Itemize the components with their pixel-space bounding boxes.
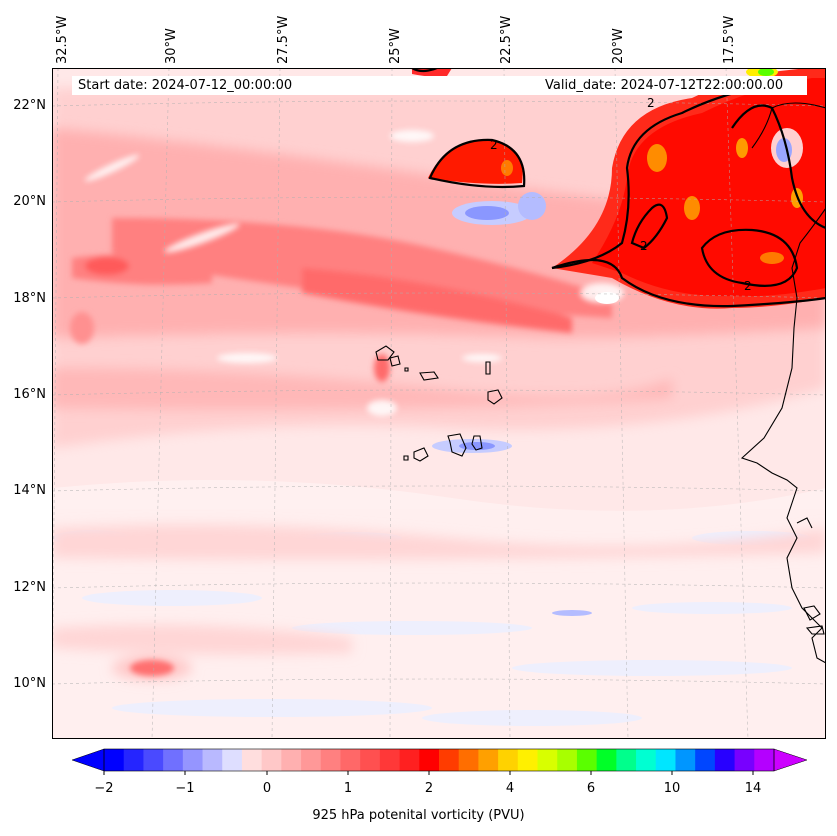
colorbar-cell (261, 749, 282, 771)
lon-label-22-5w: 22.5°W (499, 15, 514, 64)
colorbar-cell (320, 749, 341, 771)
colorbar-cell (123, 749, 144, 771)
cape-verde-islands (375, 345, 503, 462)
lon-label-27-5w: 27.5°W (276, 15, 291, 64)
colorbar-cell (675, 749, 696, 771)
lat-label-18n: 18°N (13, 291, 46, 306)
colorbar-ticks (103, 771, 754, 775)
colorbar-over-arrow (773, 748, 808, 772)
coastline (740, 102, 826, 664)
colorbar-tick-label: 4 (505, 781, 515, 796)
colorbar-cell (458, 749, 479, 771)
start-date-label: Start date: 2024-07-12_00:00:00 (78, 78, 293, 93)
colorbar-cell (104, 749, 125, 771)
colorbar-cell (576, 749, 598, 771)
lon-label-20w: 20°W (611, 28, 626, 64)
colorbar-cell (340, 749, 361, 771)
colorbar-tick-label: 0 (262, 781, 272, 796)
colorbar-cell (517, 749, 539, 771)
colorbar-cell (143, 749, 164, 771)
lon-label-32-5w: 32.5°W (55, 15, 70, 64)
lat-label-16n: 16°N (13, 387, 46, 402)
colorbar-tick-label: −2 (94, 781, 114, 796)
colorbar-tick-label: 2 (424, 781, 434, 796)
contour-label: 2 (490, 138, 498, 152)
lon-label-25w: 25°W (388, 28, 403, 64)
contour-label: 2 (647, 96, 655, 110)
colorbar-under-arrow (71, 748, 105, 772)
colorbar-cell (537, 749, 558, 771)
map-frame (52, 68, 826, 739)
contour-label: 2 (744, 279, 752, 293)
colorbar-cell (557, 749, 578, 771)
colorbar-cell (222, 749, 243, 771)
colorbar-tick-label: 6 (586, 781, 596, 796)
colorbar-cell (655, 749, 676, 771)
colorbar-cell (616, 749, 637, 771)
lat-label-20n: 20°N (13, 194, 46, 209)
colorbar-cell (439, 749, 460, 771)
contour-2pvu (411, 68, 826, 308)
colorbar-cell (596, 749, 617, 771)
colorbar-cell (399, 749, 420, 771)
pv-field-map: 2 2 2 2 (52, 68, 826, 739)
colorbar-cell (498, 749, 519, 771)
colorbar-cell (734, 749, 755, 771)
colorbar-cell (241, 749, 263, 771)
colorbar-cell (419, 749, 440, 771)
colorbar-cell (695, 749, 716, 771)
colorbar-tick-label: 14 (744, 781, 762, 796)
colorbar-cell (379, 749, 401, 771)
colorbar-frame (103, 748, 775, 772)
colorbar-cell (360, 749, 381, 771)
colorbar-cell (281, 749, 302, 771)
lat-label-22n: 22°N (13, 98, 46, 113)
lon-label-30w: 30°W (164, 28, 179, 64)
colorbar-cell (163, 749, 184, 771)
colorbar-tick-label: 10 (663, 781, 681, 796)
colorbar-cell (301, 749, 322, 771)
colorbar-title: 925 hPa potenital vorticity (PVU) (312, 808, 525, 823)
colorbar-cell (754, 749, 775, 771)
lat-label-12n: 12°N (13, 580, 46, 595)
contour-label-group: 2 2 2 2 (490, 96, 752, 293)
colorbar-cell (636, 749, 657, 771)
lat-label-10n: 10°N (13, 676, 46, 691)
colorbar-tick-label: 1 (343, 781, 353, 796)
colorbar-tick-label: −1 (175, 781, 195, 796)
colorbar-cell (202, 749, 223, 771)
colorbar-cell (182, 749, 204, 771)
colorbar-cell (478, 749, 499, 771)
lat-label-14n: 14°N (13, 483, 46, 498)
valid-date-label: Valid_date: 2024-07-12T22:00:00.00 (545, 78, 784, 93)
negative-pv-areas (52, 480, 826, 739)
map-panel: 2 2 2 2 (52, 68, 826, 739)
colorbar-cells (104, 749, 775, 771)
date-info-bar (72, 76, 807, 95)
blue-pv-patches (432, 132, 798, 616)
lon-label-17-5w: 17.5°W (722, 15, 737, 64)
colorbar (71, 748, 808, 775)
colorbar-cell (714, 749, 736, 771)
contour-label: 2 (640, 239, 648, 253)
pv-band-red (70, 218, 612, 676)
